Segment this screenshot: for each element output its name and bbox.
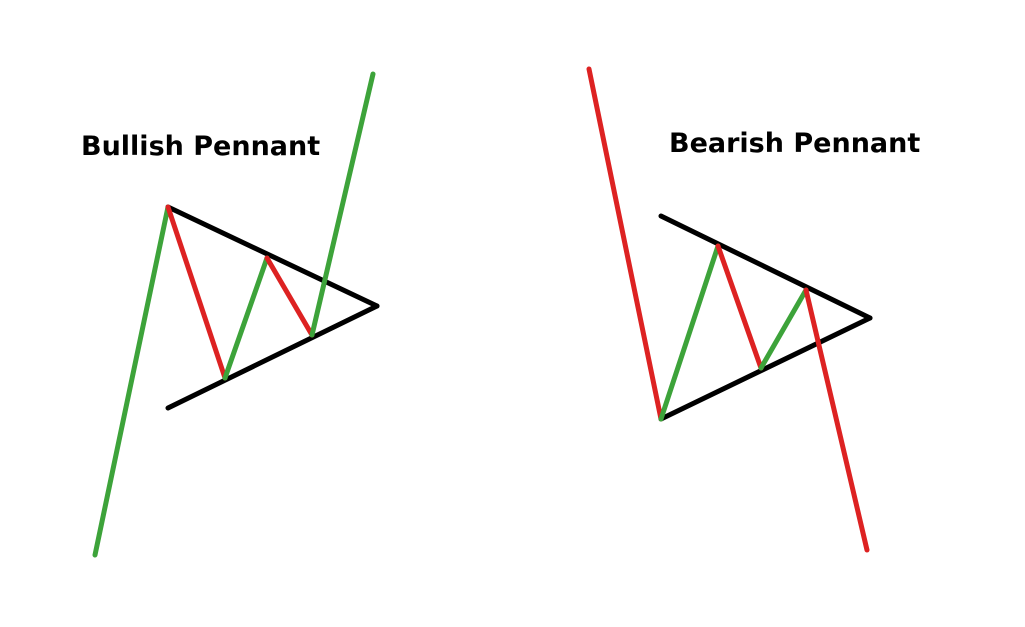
bearish-pennant-title: Bearish Pennant: [669, 128, 921, 159]
bearish-swing-down-1: [715, 243, 764, 371]
bullish-lower-trendline: [165, 303, 380, 411]
bearish-flagpole: [586, 66, 664, 422]
bullish-swing-up-1: [222, 255, 270, 381]
bullish-pennant-title: Bullish Pennant: [81, 131, 321, 162]
bearish-breakdown: [803, 287, 870, 553]
bullish-flagpole: [92, 204, 171, 558]
bearish-swing-up-1: [658, 243, 721, 422]
bullish-swing-down-2: [264, 255, 315, 338]
bearish-upper-trendline: [658, 213, 873, 321]
bullish-upper-trendline: [165, 204, 380, 309]
bullish-breakout: [309, 71, 376, 338]
bearish-swing-up-2: [758, 287, 809, 371]
bearish-lower-trendline: [658, 315, 873, 422]
bullish-pennant: [92, 71, 380, 558]
bearish-pennant: [586, 66, 873, 553]
bullish-swing-down-1: [165, 204, 228, 381]
